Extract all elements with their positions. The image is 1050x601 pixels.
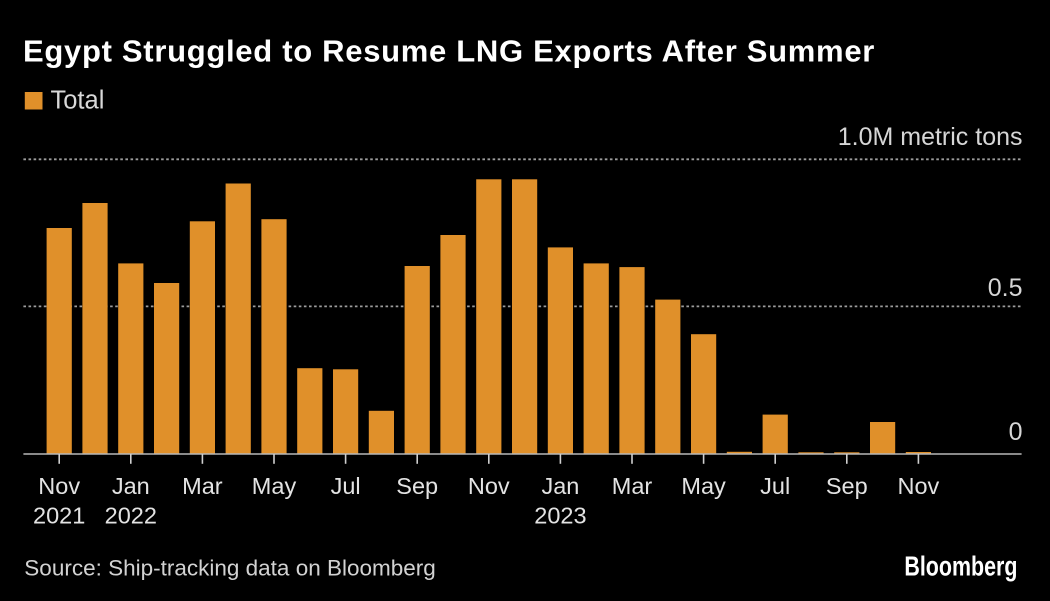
svg-text:Nov: Nov	[898, 473, 940, 499]
svg-text:May: May	[252, 473, 297, 499]
svg-text:Jul: Jul	[760, 473, 790, 499]
svg-text:Nov: Nov	[38, 473, 80, 499]
svg-text:2023: 2023	[534, 503, 586, 529]
svg-text:Mar: Mar	[612, 473, 653, 499]
svg-text:Total: Total	[51, 87, 105, 115]
svg-text:Source: Ship-tracking data on: Source: Ship-tracking data on Bloomberg	[24, 556, 435, 581]
svg-text:Bloomberg: Bloomberg	[904, 551, 1017, 582]
svg-text:Jan: Jan	[541, 473, 579, 499]
svg-text:2022: 2022	[105, 503, 157, 529]
svg-text:Sep: Sep	[396, 473, 438, 499]
svg-text:Jul: Jul	[331, 473, 361, 499]
svg-text:1.0M metric tons: 1.0M metric tons	[838, 123, 1023, 151]
svg-text:May: May	[681, 473, 726, 499]
svg-text:Nov: Nov	[468, 473, 510, 499]
svg-text:Mar: Mar	[182, 473, 223, 499]
svg-text:2021: 2021	[33, 503, 85, 529]
svg-text:Egypt Struggled to Resume LNG: Egypt Struggled to Resume LNG Exports Af…	[23, 34, 875, 69]
svg-text:0: 0	[1009, 418, 1023, 446]
svg-text:Jan: Jan	[112, 473, 150, 499]
svg-text:0.5: 0.5	[988, 274, 1023, 302]
svg-text:Sep: Sep	[826, 473, 868, 499]
